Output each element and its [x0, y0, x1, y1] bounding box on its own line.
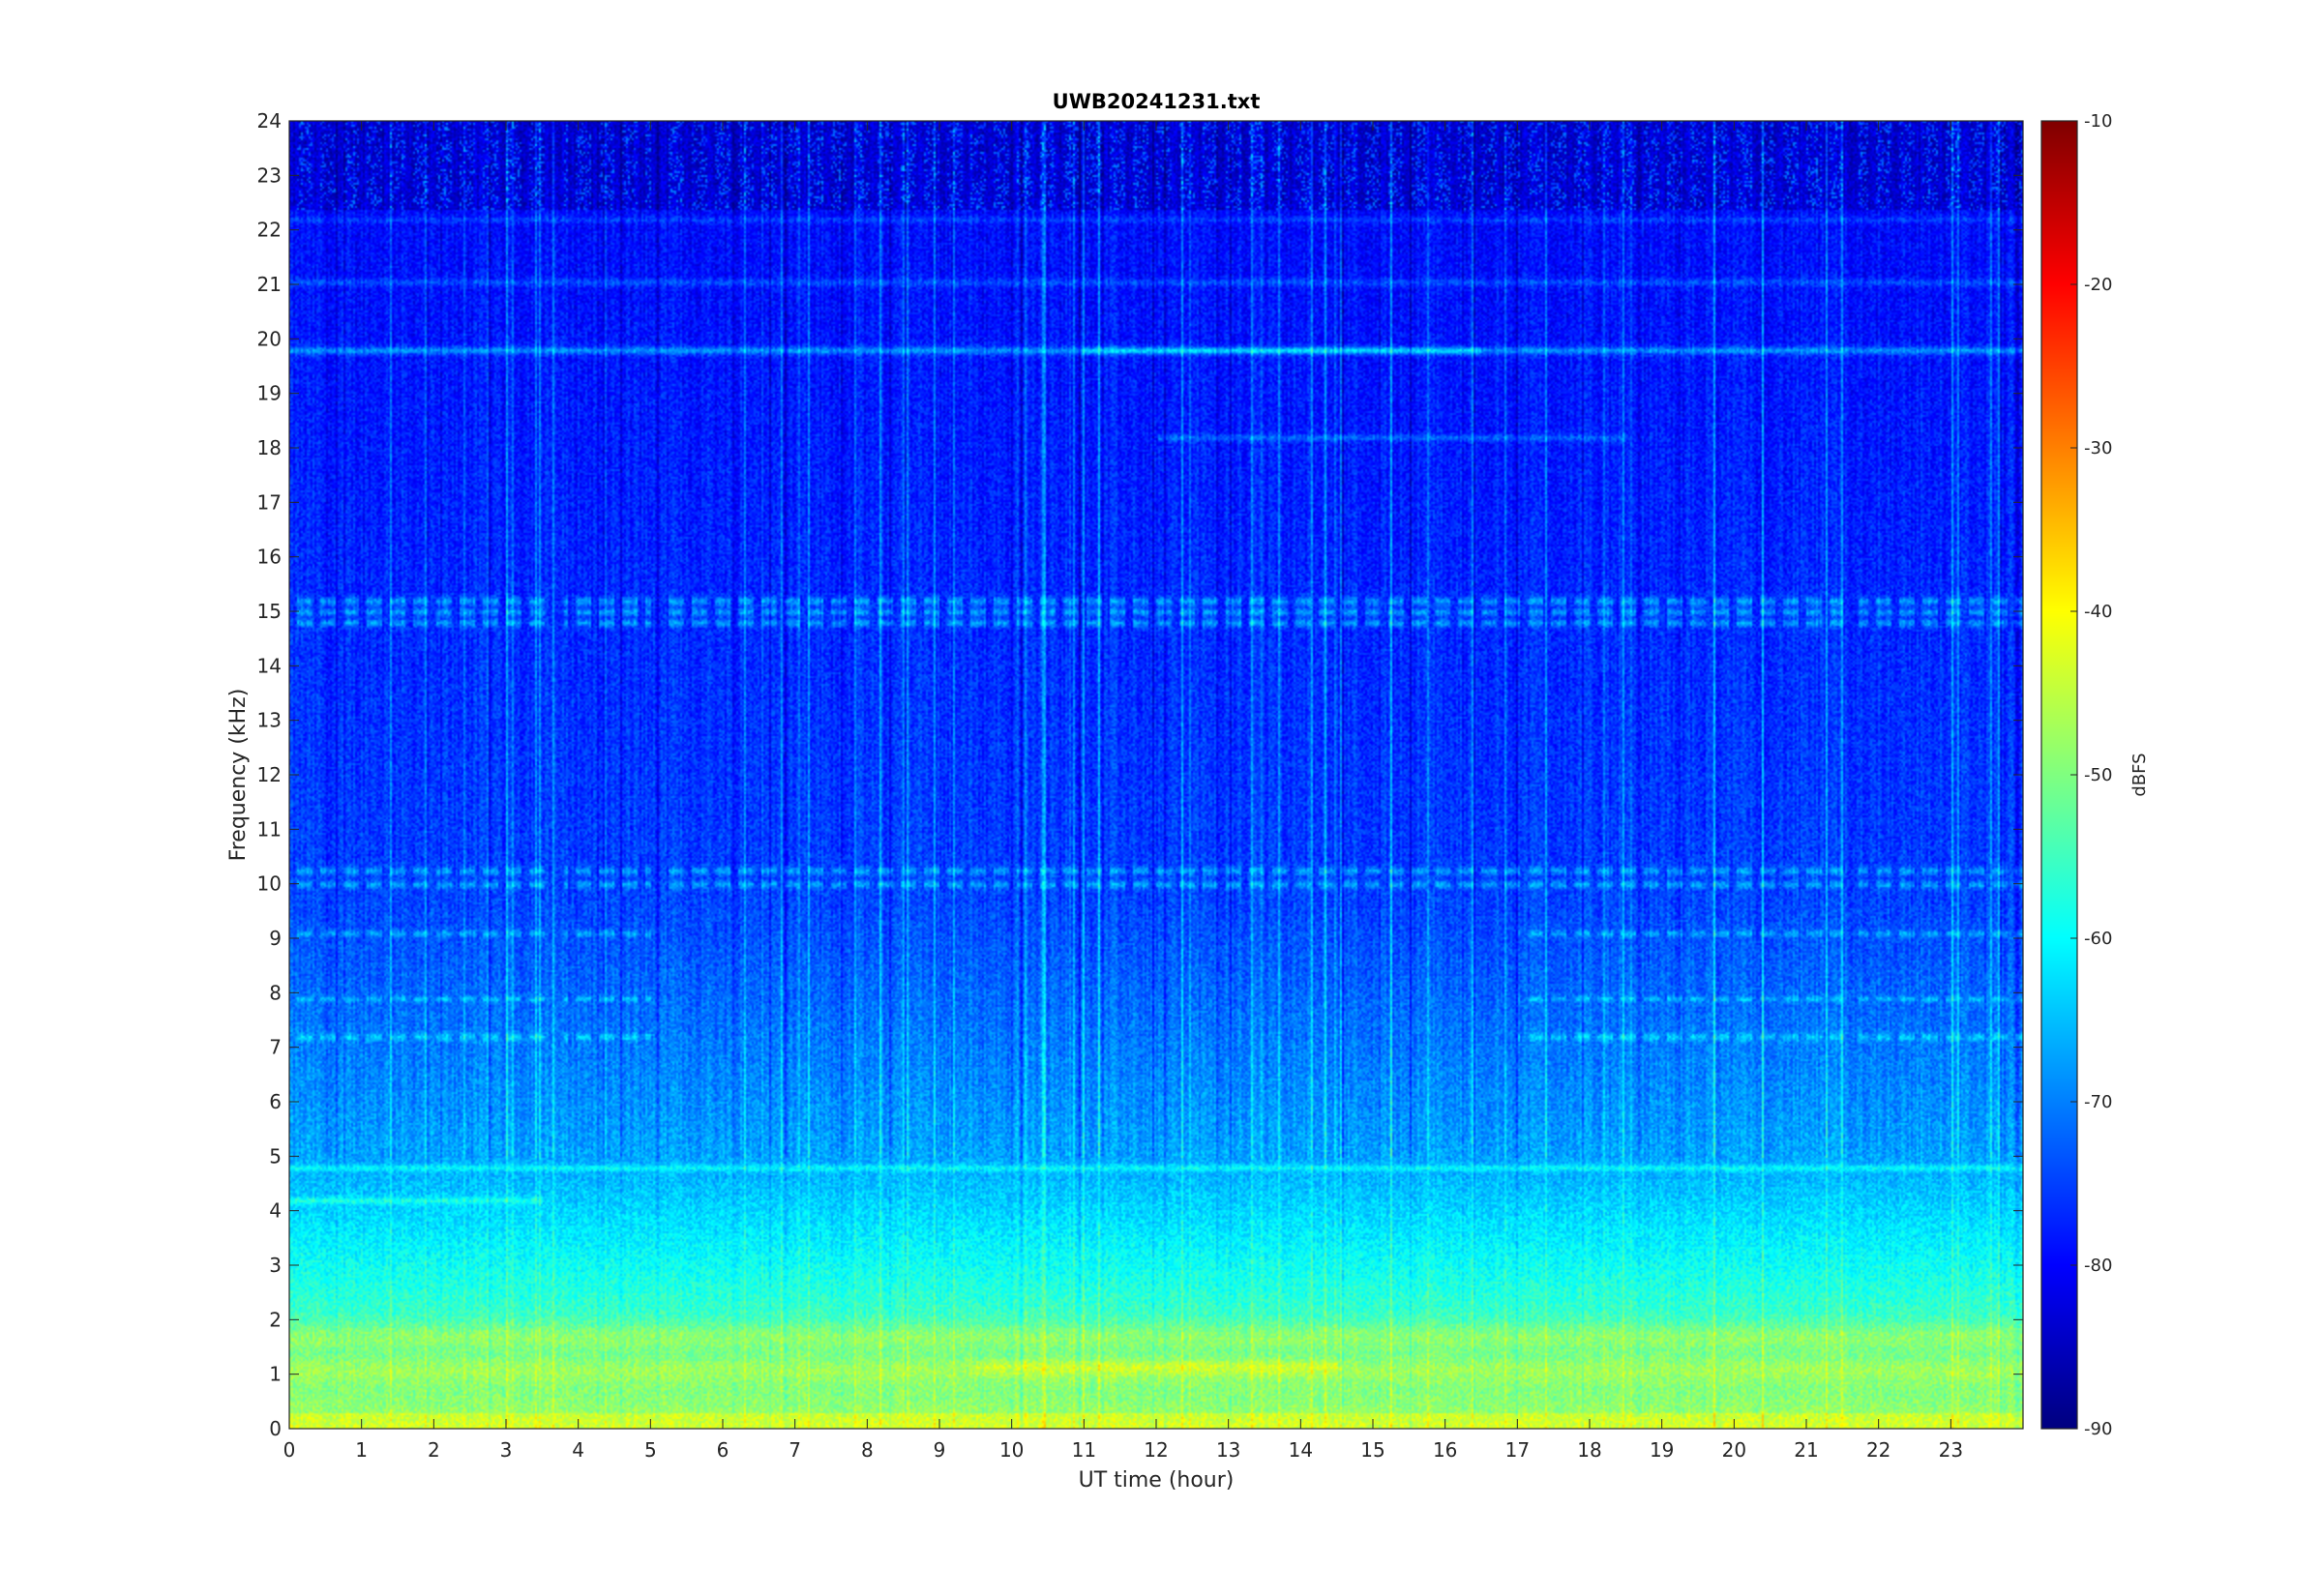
- x-tick-label: 22: [1866, 1438, 1890, 1462]
- y-axis-label: Frequency (kHz): [226, 689, 251, 862]
- x-tick-label: 10: [999, 1438, 1024, 1462]
- x-tick-label: 2: [428, 1438, 440, 1462]
- spectrogram-heatmap: [289, 121, 2023, 1429]
- y-tick-label: 8: [269, 981, 282, 1004]
- y-tick-label: 9: [269, 927, 282, 950]
- x-tick-label: 20: [1722, 1438, 1746, 1462]
- x-tick-label: 13: [1216, 1438, 1240, 1462]
- x-tick-label: 18: [1577, 1438, 1601, 1462]
- y-tick-label: 0: [269, 1417, 282, 1440]
- y-tick-label: 13: [257, 709, 282, 732]
- chart-title: UWB20241231.txt: [1053, 90, 1261, 113]
- y-tick-label: 21: [257, 273, 282, 296]
- y-tick-label: 10: [257, 872, 282, 896]
- x-tick-label: 8: [861, 1438, 874, 1462]
- colorbar-label: dBFS: [2129, 753, 2150, 796]
- y-tick-label: 5: [269, 1144, 282, 1167]
- x-tick-label: 5: [644, 1438, 657, 1462]
- x-tick-label: 1: [355, 1438, 368, 1462]
- y-tick-label: 23: [257, 163, 282, 187]
- plot-area: [288, 120, 2024, 1430]
- y-tick-label: 17: [257, 490, 282, 514]
- y-tick-label: 3: [269, 1254, 282, 1277]
- colorbar-ticks: -10 -20 -30 -40 -50 -60 -70 -80 -90: [2070, 111, 2112, 1439]
- colorbar-tick-label: -30: [2084, 438, 2112, 458]
- x-axis: 0 1 2 3 4 5 6 7 8 9 10 11 12 13 14 15 16 17 18 19 20 21 22 23: [283, 121, 1963, 1462]
- y-tick-label: 14: [257, 654, 282, 677]
- colorbar-tick-label: -60: [2084, 929, 2112, 949]
- y-tick-label: 2: [269, 1308, 282, 1331]
- y-tick-label: 11: [257, 817, 282, 841]
- y-tick-label: 22: [257, 219, 282, 242]
- y-tick-label: 20: [257, 327, 282, 350]
- x-tick-label: 23: [1939, 1438, 1963, 1462]
- colorbar-tick-label: -20: [2084, 275, 2112, 295]
- x-tick-label: 12: [1144, 1438, 1168, 1462]
- y-tick-label: 16: [257, 546, 282, 569]
- x-tick-label: 16: [1433, 1438, 1457, 1462]
- x-tick-label: 15: [1360, 1438, 1384, 1462]
- x-axis-label: UT time (hour): [1079, 1468, 1235, 1493]
- y-tick-label: 24: [257, 109, 282, 133]
- y-tick-label: 4: [269, 1199, 282, 1223]
- colorbar-tick-label: -70: [2084, 1092, 2112, 1112]
- colorbar-tick-label: -90: [2084, 1419, 2112, 1439]
- x-tick-label: 19: [1650, 1438, 1674, 1462]
- x-tick-label: 9: [934, 1438, 946, 1462]
- x-tick-label: 6: [717, 1438, 729, 1462]
- colorbar-tick-label: -40: [2084, 602, 2112, 622]
- colorbar-tick-label: -10: [2084, 111, 2112, 132]
- y-tick-label: 6: [269, 1090, 282, 1113]
- x-tick-label: 4: [572, 1438, 584, 1462]
- y-tick-label: 18: [257, 436, 282, 459]
- y-tick-label: 15: [257, 600, 282, 623]
- x-tick-label: 14: [1289, 1438, 1313, 1462]
- x-tick-label: 17: [1505, 1438, 1530, 1462]
- y-tick-label: 12: [257, 763, 282, 786]
- colorbar: -10 -20 -30 -40 -50 -60 -70 -80 -90 dBFS: [2040, 111, 2150, 1439]
- colorbar-tick-label: -80: [2084, 1256, 2112, 1276]
- x-tick-label: 0: [283, 1438, 296, 1462]
- x-tick-label: 7: [789, 1438, 801, 1462]
- y-tick-label: 19: [257, 382, 282, 405]
- y-tick-label: 1: [269, 1363, 282, 1386]
- x-tick-label: 3: [500, 1438, 513, 1462]
- y-tick-label: 7: [269, 1036, 282, 1059]
- colorbar-tick-label: -50: [2084, 765, 2112, 785]
- x-tick-label: 11: [1072, 1438, 1096, 1462]
- x-tick-label: 21: [1794, 1438, 1818, 1462]
